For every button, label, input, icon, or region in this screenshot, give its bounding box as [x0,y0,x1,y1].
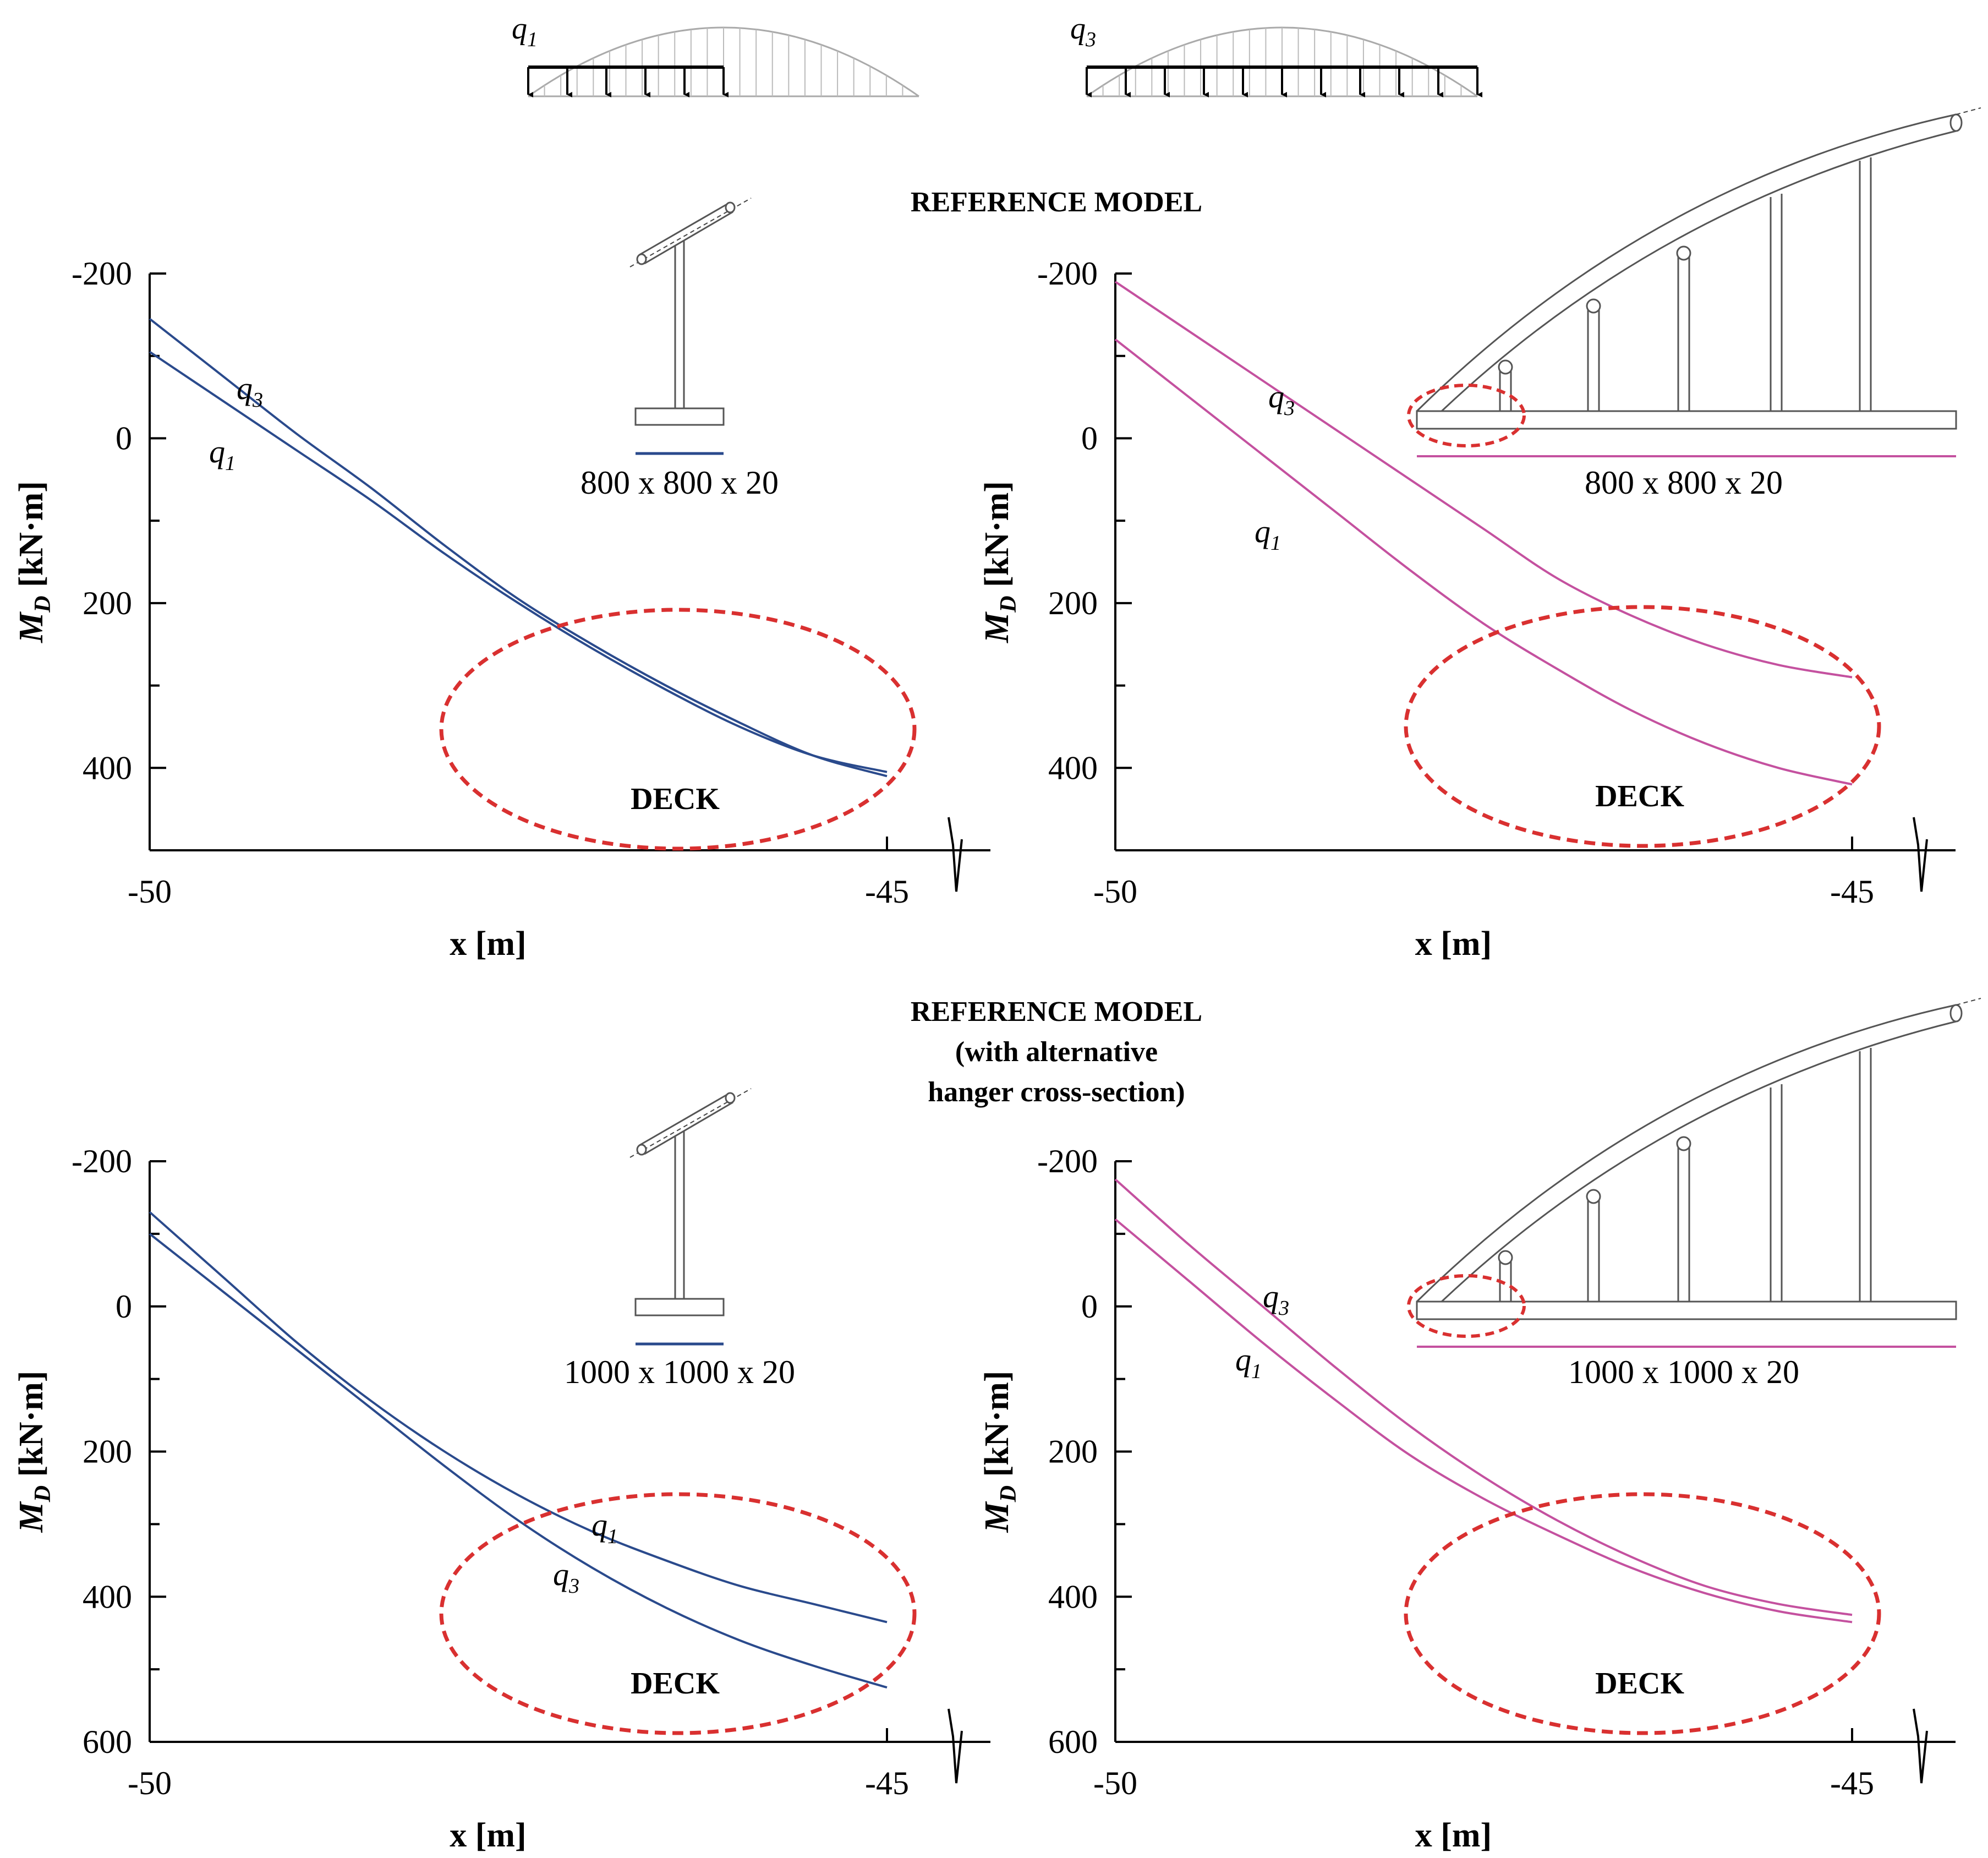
series-line-q1 [149,351,888,773]
axis-break-icon [948,817,963,892]
series-line-q1 [1114,338,1853,786]
deck-highlight [1404,605,1881,848]
deck-label: DECK [631,782,720,816]
arch-detail-bottom: 1000 x 1000 x 20 [1407,998,1981,1390]
series-label-q1: q1 [1235,1342,1262,1383]
series-label-q1: q1 [1255,513,1281,555]
y-tick-label: 200 [1048,585,1098,621]
y-tick-label: 0 [1081,420,1098,456]
section-title-bottom-line3: hanger cross-section) [928,1076,1185,1108]
arch-sketch-icon [1416,998,1981,1320]
series-line-q1 [149,1211,888,1624]
hanger-sketch-icon [629,198,752,426]
cross-section-label: 1000 x 1000 x 20 [1568,1354,1799,1390]
deck-highlight [1404,1492,1881,1735]
support-highlight [1407,384,1526,447]
chart-panel-bottom-left: -200 0 200 400 600 -50 -45 x [m] MD [kN·m] q1 q3 DE… [13,1143,990,1854]
x-axis-label: x [m] [1415,925,1492,963]
series-label-q3: q3 [237,370,263,412]
x-tick-label: -50 [128,873,172,910]
y-axis-label: MD [kN·m] [978,481,1021,643]
chart-panel-top-right: -200 0 200 400 -50 -45 x [m] MD [kN·m] q3 q1 DECK [978,255,1956,963]
y-tick-label: 0 [116,420,132,456]
series-label-q3: q3 [1263,1278,1289,1320]
y-tick-label: 400 [1048,750,1098,786]
axis-break-icon [948,1708,963,1784]
support-highlight [1407,1274,1526,1338]
y-tick-label: 600 [1048,1724,1098,1760]
x-axis-label: x [m] [450,1817,526,1854]
y-tick-label: 600 [83,1724,132,1760]
series-line-q3 [149,318,888,778]
deck-label: DECK [1595,779,1684,813]
hanger-detail-top: 800 x 800 x 20 [580,198,779,501]
y-tick-label: -200 [72,1143,132,1179]
deck-label: DECK [1595,1666,1684,1701]
deck-highlight [439,1492,917,1735]
x-tick-label: -50 [1093,1765,1137,1801]
x-axis-label: x [m] [1415,1817,1492,1854]
y-tick-label: -200 [1037,255,1098,292]
series-label-q1: q1 [592,1507,618,1548]
x-tick-label: -50 [128,1765,172,1801]
load-diagram-q1: q1 [512,12,919,97]
series-line-q3 [1114,281,1853,679]
y-tick-label: -200 [1037,1143,1098,1179]
arch-sketch-icon [1416,107,1981,430]
section-title-bottom-line1: REFERENCE MODEL [911,996,1202,1028]
x-tick-label: -45 [1830,873,1874,910]
hanger-sketch-icon [629,1088,752,1316]
x-tick-label: -50 [1093,873,1137,910]
hanger-detail-bottom: 1000 x 1000 x 20 [564,1088,795,1390]
load-case-label: q3 [1070,12,1096,51]
axis-break-icon [1913,817,1928,892]
y-axis-label: MD [kN·m] [13,1371,56,1533]
deck-label: DECK [631,1666,720,1701]
x-tick-label: -45 [1830,1765,1874,1801]
y-tick-label: 200 [83,585,132,621]
axis-break-icon [1913,1708,1928,1784]
cross-section-label: 800 x 800 x 20 [580,465,779,501]
y-tick-label: 400 [83,1578,132,1615]
x-tick-label: -45 [865,873,909,910]
y-axis-label: MD [kN·m] [13,481,56,643]
series-label-q3: q3 [1268,379,1295,420]
deck-highlight [439,608,917,851]
y-tick-label: 0 [116,1288,132,1325]
series-label-q1: q1 [209,434,236,475]
y-tick-label: 200 [1048,1434,1098,1470]
series-label-q3: q3 [553,1556,579,1598]
y-tick-label: 0 [1081,1288,1098,1325]
series-line-q1 [1114,1218,1853,1624]
x-tick-label: -45 [865,1765,909,1801]
section-title-bottom-line2: (with alternative [955,1036,1158,1068]
arch-detail-top: 800 x 800 x 20 [1407,107,1981,501]
y-tick-label: 400 [1048,1578,1098,1615]
load-case-label: q1 [512,12,538,51]
y-tick-label: 400 [83,750,132,786]
cross-section-label: 800 x 800 x 20 [1585,465,1783,501]
y-tick-label: -200 [72,255,132,292]
cross-section-label: 1000 x 1000 x 20 [564,1354,795,1390]
series-line-q3 [149,1233,888,1689]
y-axis-label: MD [kN·m] [978,1371,1021,1533]
section-title-top: REFERENCE MODEL [911,187,1202,218]
load-diagram-q3: q3 [1070,12,1482,97]
y-tick-label: 200 [83,1434,132,1470]
x-axis-label: x [m] [450,925,526,963]
series-line-q3 [1114,1178,1853,1616]
